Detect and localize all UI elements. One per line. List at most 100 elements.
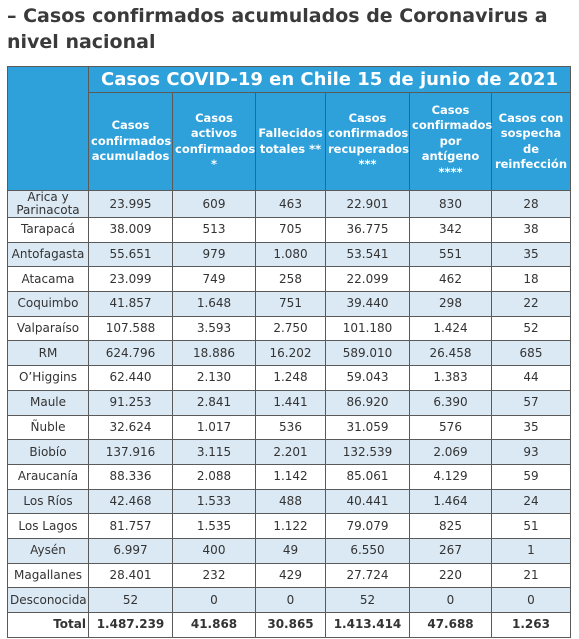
value-cell: 47.688 [409,612,492,638]
value-cell: 830 [409,190,492,218]
region-cell: Coquimbo [7,291,89,317]
value-cell: 28 [491,190,571,218]
table-row: Total 1.487.239 41.868 30.865 1.413.414 47.68… [7,612,571,638]
value-cell: 1.263 [491,612,571,638]
value-cell: 429 [255,562,326,589]
region-cell: Atacama [7,266,89,293]
value-cell: 298 [409,291,492,317]
value-cell: 2.088 [172,463,256,490]
value-cell: 53.541 [325,241,410,268]
value-cell: 52 [325,587,410,613]
title-row: Casos COVID-19 en Chile 15 de junio de 2… [7,66,571,191]
region-cell: Magallanes [7,562,89,589]
value-cell: 18.886 [172,340,256,367]
value-cell: 18 [491,266,571,293]
header-row: Casos confirmados acumulados Casos activo… [8,92,571,191]
value-cell: 31.059 [325,414,410,441]
value-cell: 0 [491,587,571,613]
table-row: O’Higgins 62.440 2.130 1.248 59.043 1.383 44 [7,365,571,391]
value-cell: 551 [409,241,492,268]
value-cell: 1 [491,537,571,564]
value-cell: 41.857 [88,291,173,317]
value-cell: 1.248 [255,365,326,391]
value-cell: 23.099 [88,266,173,293]
value-cell: 36.775 [325,217,410,243]
column-header: Casos con sospecha de reinfección [491,92,571,191]
value-cell: 22.099 [325,266,410,293]
column-header: Casos confirmados acumulados [88,92,173,191]
value-cell: 979 [172,241,256,268]
data-table: Casos COVID-19 en Chile 15 de junio de 2… [7,66,571,638]
value-cell: 1.122 [255,513,326,539]
value-cell: 2.069 [409,439,492,465]
region-cell: Ñuble [7,414,89,441]
value-cell: 132.539 [325,439,410,465]
column-header: Fallecidos totales ** [255,92,326,191]
region-cell: Arica y Parinacota [7,190,89,218]
value-cell: 4.129 [409,463,492,490]
region-cell: RM [7,340,89,367]
value-cell: 42.468 [88,488,173,515]
value-cell: 220 [409,562,492,589]
value-cell: 107.588 [88,315,173,342]
value-cell: 79.079 [325,513,410,539]
value-cell: 24 [491,488,571,515]
value-cell: 21 [491,562,571,589]
value-cell: 93 [491,439,571,465]
value-cell: 22 [491,291,571,317]
region-cell: Antofagasta [7,241,89,268]
region-cell: Maule [7,389,89,416]
value-cell: 88.336 [88,463,173,490]
value-cell: 0 [255,587,326,613]
value-cell: 1.424 [409,315,492,342]
value-cell: 400 [172,537,256,564]
value-cell: 1.383 [409,365,492,391]
value-cell: 81.757 [88,513,173,539]
table-row: Ñuble 32.624 1.017 536 31.059 576 35 [7,414,571,441]
table-row: Los Ríos 42.468 1.533 488 40.441 1.464 24 [7,488,571,515]
value-cell: 23.995 [88,190,173,218]
region-cell: Los Lagos [7,513,89,539]
heading: – Casos confirmados acumulados de Corona… [7,5,548,53]
value-cell: 16.202 [255,340,326,367]
region-cell: Aysén [7,537,89,564]
value-cell: 2.750 [255,315,326,342]
value-cell: 705 [255,217,326,243]
table-row: Araucanía 88.336 2.088 1.142 85.061 4.129 59 [7,463,571,490]
value-cell: 28.401 [88,562,173,589]
table-row: Antofagasta 55.651 979 1.080 53.541 551 35 [7,241,571,268]
value-cell: 2.841 [172,389,256,416]
value-cell: 1.080 [255,241,326,268]
value-cell: 536 [255,414,326,441]
value-cell: 1.142 [255,463,326,490]
value-cell: 488 [255,488,326,515]
table-row: Valparaíso 107.588 3.593 2.750 101.180 1.424 5… [7,315,571,342]
region-cell: Valparaíso [7,315,89,342]
value-cell: 1.487.239 [88,612,173,638]
value-cell: 49 [255,537,326,564]
table-body: Arica y Parinacota 23.995 609 463 22.901 830 2… [7,190,571,638]
table-row: Maule 91.253 2.841 1.441 86.920 6.390 57 [7,389,571,416]
value-cell: 0 [172,587,256,613]
value-cell: 6.390 [409,389,492,416]
value-cell: 59 [491,463,571,490]
value-cell: 51 [491,513,571,539]
value-cell: 624.796 [88,340,173,367]
value-cell: 1.464 [409,488,492,515]
value-cell: 751 [255,291,326,317]
table-title: Casos COVID-19 en Chile 15 de junio de 2… [88,66,571,93]
value-cell: 6.550 [325,537,410,564]
table-row: Biobío 137.916 3.115 2.201 132.539 2.069 93 [7,439,571,465]
table-row: Arica y Parinacota 23.995 609 463 22.901 830 2… [7,190,571,218]
value-cell: 513 [172,217,256,243]
value-cell: 30.865 [255,612,326,638]
region-cell: Total [7,612,89,638]
value-cell: 35 [491,414,571,441]
value-cell: 258 [255,266,326,293]
value-cell: 40.441 [325,488,410,515]
value-cell: 2.201 [255,439,326,465]
value-cell: 0 [409,587,492,613]
value-cell: 59.043 [325,365,410,391]
table-row: Magallanes 28.401 232 429 27.724 220 21 [7,562,571,589]
